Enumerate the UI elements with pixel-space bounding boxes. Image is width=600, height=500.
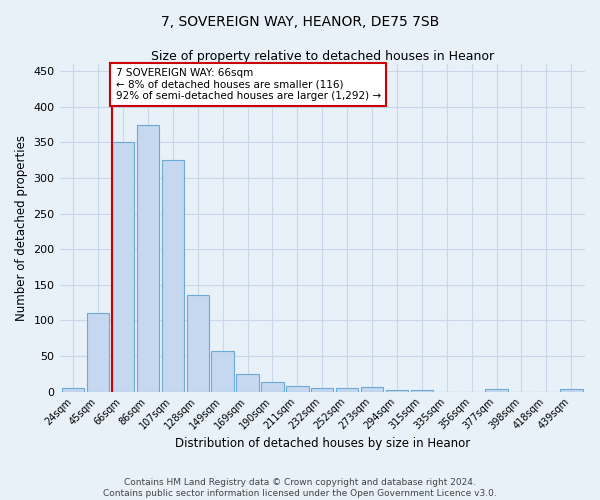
Bar <box>161 160 184 392</box>
Bar <box>336 388 358 392</box>
Y-axis label: Number of detached properties: Number of detached properties <box>15 135 28 321</box>
Bar <box>236 374 259 392</box>
X-axis label: Distribution of detached houses by size in Heanor: Distribution of detached houses by size … <box>175 437 470 450</box>
Bar <box>560 390 583 392</box>
Bar <box>211 351 234 392</box>
Bar <box>137 124 159 392</box>
Bar <box>187 296 209 392</box>
Bar <box>386 390 408 392</box>
Bar <box>286 386 308 392</box>
Bar <box>485 390 508 392</box>
Bar <box>112 142 134 392</box>
Text: 7 SOVEREIGN WAY: 66sqm
← 8% of detached houses are smaller (116)
92% of semi-det: 7 SOVEREIGN WAY: 66sqm ← 8% of detached … <box>116 68 380 101</box>
Text: 7, SOVEREIGN WAY, HEANOR, DE75 7SB: 7, SOVEREIGN WAY, HEANOR, DE75 7SB <box>161 15 439 29</box>
Bar <box>261 382 284 392</box>
Bar <box>311 388 334 392</box>
Title: Size of property relative to detached houses in Heanor: Size of property relative to detached ho… <box>151 50 494 63</box>
Bar <box>87 314 109 392</box>
Bar <box>62 388 85 392</box>
Text: Contains HM Land Registry data © Crown copyright and database right 2024.
Contai: Contains HM Land Registry data © Crown c… <box>103 478 497 498</box>
Bar <box>410 390 433 392</box>
Bar <box>361 386 383 392</box>
